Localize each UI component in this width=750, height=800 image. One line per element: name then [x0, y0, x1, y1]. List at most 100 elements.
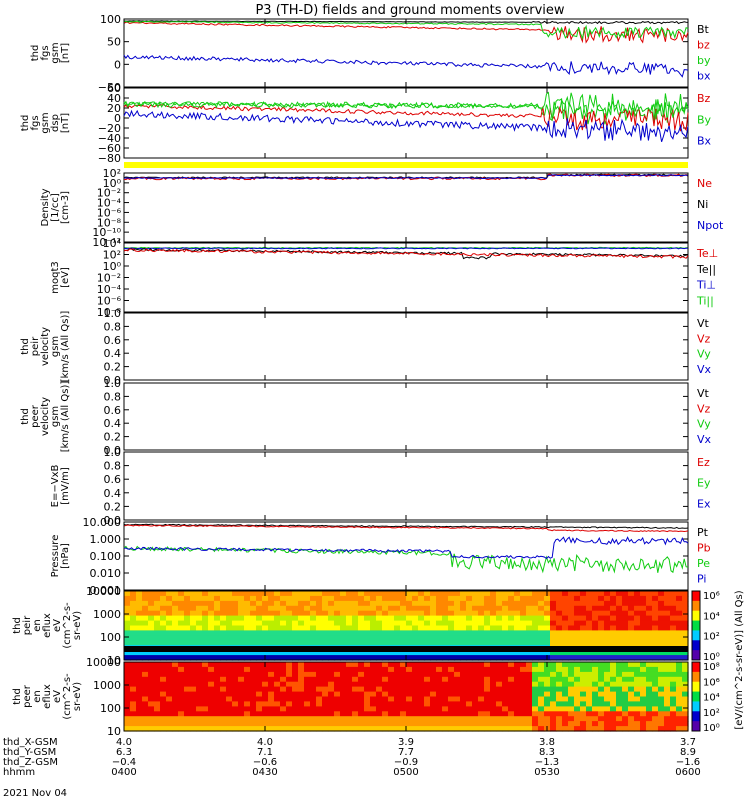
spectrogram-cell: [616, 676, 623, 683]
spectrogram-cell: [376, 706, 383, 712]
spectrogram-cell: [610, 640, 617, 646]
spectrogram-cell: [610, 681, 617, 688]
spectrogram-cell: [466, 610, 473, 617]
spectrogram-cell: [298, 600, 305, 607]
spectrogram-cell: [346, 721, 353, 727]
spectrogram-cell: [682, 610, 689, 617]
spectrogram-cell: [370, 635, 377, 641]
spectrogram-cell: [148, 620, 155, 627]
spectrogram-cell: [400, 630, 407, 636]
spectrogram-ions: [124, 591, 689, 661]
spectrogram-cell: [292, 625, 299, 631]
spectrogram-cell: [400, 726, 407, 732]
spectrogram-cell: [154, 610, 161, 617]
spectrogram-cell: [640, 625, 647, 631]
spectrogram-cell: [340, 691, 347, 698]
spectrogram-cell: [664, 595, 671, 602]
spectrogram-cell: [316, 615, 323, 622]
spectrogram-cell: [544, 671, 551, 678]
spectrogram-cell: [310, 662, 317, 668]
spectrogram-cell: [208, 635, 215, 641]
y-axis-label-line: E=−VxB: [50, 465, 61, 508]
spectrogram-cell: [256, 701, 263, 707]
spectrogram-cell: [136, 662, 143, 668]
spectrogram-cell: [262, 711, 269, 717]
spectrogram-cell: [514, 666, 521, 673]
spectrogram-cell: [298, 671, 305, 678]
spectrogram-cell: [484, 686, 491, 693]
spectrogram-cell: [382, 711, 389, 717]
spectrogram-cell: [484, 701, 491, 707]
spectrogram-cell: [352, 701, 359, 707]
spectrogram-cell: [670, 610, 677, 617]
y-axis-label-line: [cm-3]: [60, 191, 71, 224]
spectrogram-cell: [124, 671, 131, 678]
spectrogram-cell: [208, 591, 215, 597]
spectrogram-cell: [646, 686, 653, 693]
spectrogram-cell: [514, 610, 521, 617]
spectrogram-cell: [676, 681, 683, 688]
spectrogram-cell: [574, 671, 581, 678]
spectrogram-cell: [676, 716, 683, 722]
spectrogram-cell: [460, 686, 467, 693]
spectrogram-cell: [364, 600, 371, 607]
spectrogram-cell: [250, 595, 257, 602]
spectrogram-cell: [418, 605, 425, 612]
spectrogram-cell: [394, 610, 401, 617]
y-tick-label: 1.0: [104, 446, 122, 459]
spectrogram-cell: [604, 726, 611, 732]
x-tick-label: 8.9: [680, 747, 696, 758]
spectrogram-cell: [670, 666, 677, 673]
spectrogram-cell: [628, 662, 635, 668]
spectrogram-cell: [592, 600, 599, 607]
spectrogram-cell: [154, 711, 161, 717]
spectrogram-cell: [226, 655, 233, 661]
spectrogram-cell: [508, 591, 515, 597]
spectrogram-cell: [562, 662, 569, 668]
spectrogram-cell: [562, 635, 569, 641]
spectrogram-cell: [502, 595, 509, 602]
legend-Vx: Vx: [697, 363, 712, 376]
spectrogram-cell: [130, 666, 137, 673]
spectrogram-cell: [280, 662, 287, 668]
spectrogram-cell: [304, 666, 311, 673]
spectrogram-cell: [472, 711, 479, 717]
spectrogram-cell: [202, 686, 209, 693]
spectrogram-cell: [544, 686, 551, 693]
spectrogram-cell: [562, 721, 569, 727]
spectrogram-cell: [190, 711, 197, 717]
spectrogram-cell: [622, 605, 629, 612]
spectrogram-cell: [256, 711, 263, 717]
spectrogram-cell: [544, 696, 551, 702]
spectrogram-cell: [442, 591, 449, 597]
y-axis-label-line: peir: [22, 615, 33, 635]
spectrogram-cell: [658, 591, 665, 597]
spectrogram-cell: [682, 686, 689, 693]
spectrogram-cell: [658, 615, 665, 622]
spectrogram-cell: [532, 625, 539, 631]
spectrogram-cell: [352, 591, 359, 597]
spectrogram-cell: [382, 591, 389, 597]
spectrogram-cell: [406, 691, 413, 698]
spectrogram-cell: [460, 691, 467, 698]
spectrogram-cell: [220, 650, 227, 656]
spectrogram-cell: [544, 676, 551, 683]
spectrogram-cell: [346, 701, 353, 707]
spectrogram-cell: [130, 595, 137, 602]
spectrogram-cell: [166, 605, 173, 612]
spectrogram-cell: [562, 595, 569, 602]
spectrogram-cell: [658, 721, 665, 727]
spectrogram-cell: [136, 635, 143, 641]
spectrogram-cell: [268, 610, 275, 617]
spectrogram-cell: [502, 630, 509, 636]
spectrogram-cell: [322, 630, 329, 636]
spectrogram-cell: [538, 662, 545, 668]
spectrogram-cell: [142, 655, 149, 661]
spectrogram-cell: [196, 696, 203, 702]
spectrogram-cell: [394, 666, 401, 673]
spectrogram-cell: [376, 676, 383, 683]
spectrogram-cell: [460, 662, 467, 668]
legend-Npot: Npot: [697, 219, 724, 232]
spectrogram-cell: [418, 620, 425, 627]
spectrogram-cell: [136, 625, 143, 631]
